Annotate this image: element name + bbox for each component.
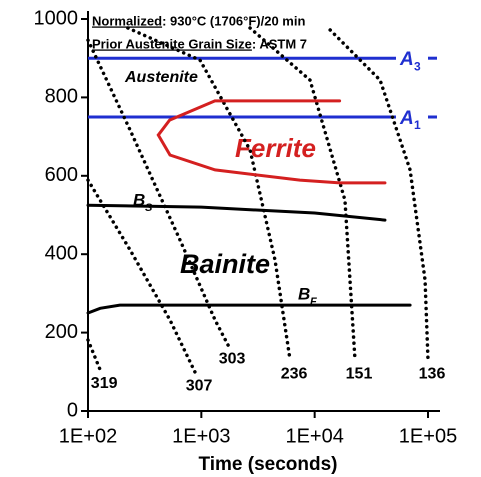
cooling-curve [86,338,102,372]
cooling-rate-label: 319 [91,375,118,392]
note-text: : ASTM 7 [252,36,307,51]
transformation-curve [86,203,387,222]
reference-sub: 3 [414,59,421,73]
cooling-curve [248,26,357,362]
y-tick-label: 800 [45,86,78,108]
cooling-rate-label: 151 [346,365,373,382]
cooling-curve [86,38,230,347]
cooling-curve [86,178,197,374]
cooling-rate-label: 236 [281,365,308,382]
cooling-rate-label: 307 [186,377,213,394]
curve-label: B [298,284,310,303]
curve-sub: S [145,202,153,214]
note-label: Normalized [92,13,162,28]
y-tick-label: 1000 [34,7,79,29]
x-axis-label: Time (seconds) [198,454,337,475]
cooling-curve [328,28,430,362]
transformation-curve [86,303,412,315]
y-tick-label: 200 [45,321,78,343]
transformation-curve [156,99,387,185]
reference-sub: 1 [414,118,421,132]
x-tick-label: 1E+04 [285,425,343,447]
y-tick-label: 400 [45,242,78,264]
cooling-curve [126,26,292,362]
ferrite-label: Ferrite [235,133,316,163]
x-tick-label: 1E+05 [399,425,457,447]
cooling-rate-label: 303 [219,350,246,367]
austenite-label: Austenite [124,69,198,86]
note-label: Prior Austenite Grain Size [92,36,252,51]
curve-sub: F [310,296,317,308]
cooling-rate-label: 136 [419,365,446,382]
reference-label: A [399,108,414,129]
reference-label: A [399,49,414,70]
curve-label: B [133,191,145,210]
x-tick-label: 1E+02 [59,425,117,447]
note-text: : 930°C (1706°F)/20 min [162,13,305,28]
y-tick-label: 600 [45,164,78,186]
y-tick-label: 0 [67,399,78,421]
x-tick-label: 1E+03 [172,425,230,447]
